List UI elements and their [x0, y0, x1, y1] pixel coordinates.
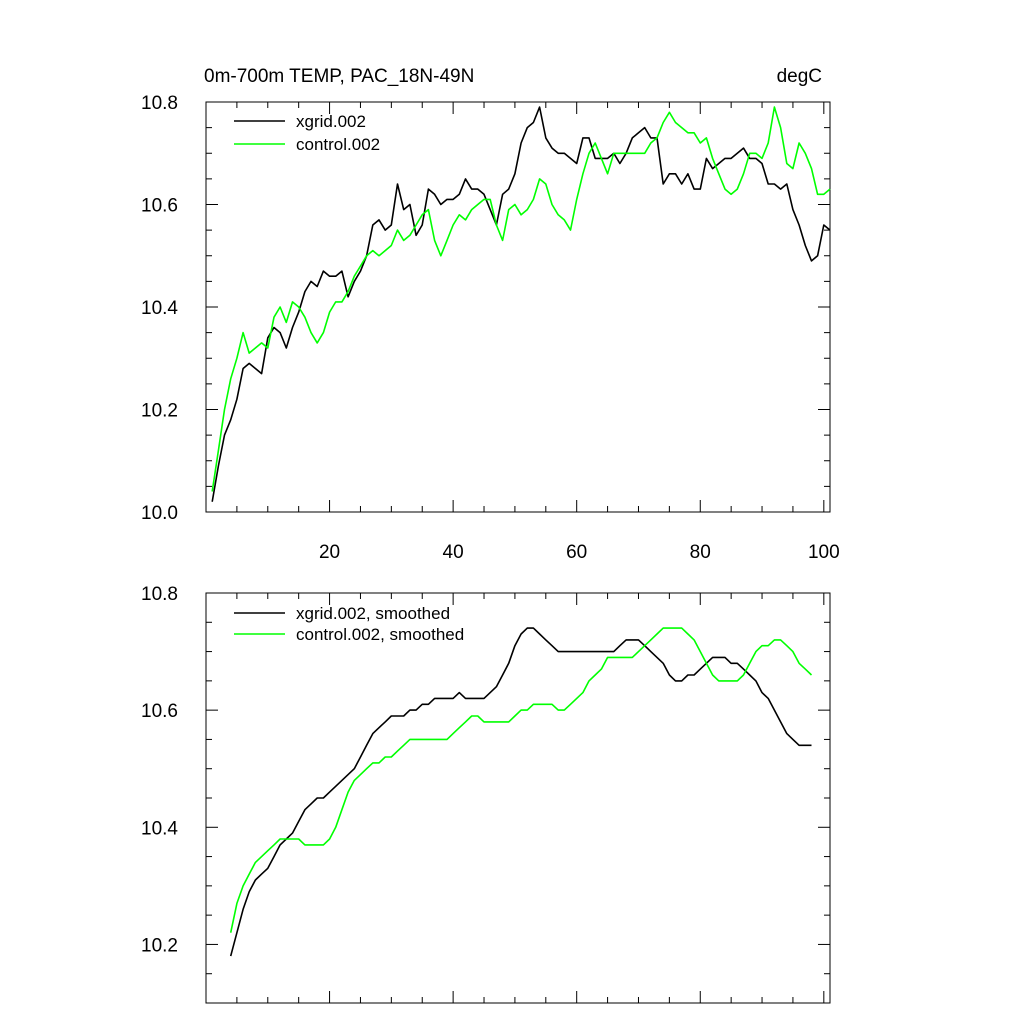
bottom-panel-legend: xgrid.002, smoothed control.002, smoothe…: [234, 604, 464, 644]
x-tick-label: 20: [319, 542, 340, 563]
y-tick-label: 10.4: [141, 298, 178, 319]
top-panel: 0m-700m TEMP, PAC_18N-49N degC 10.010.21…: [141, 66, 840, 563]
y-tick-label: 10.2: [141, 401, 178, 422]
top-panel-legend: xgrid.002 control.002: [234, 112, 380, 154]
legend-label-xgrid-smoothed: xgrid.002, smoothed: [296, 604, 450, 623]
legend-label-control: control.002: [296, 135, 380, 154]
x-tick-label: 60: [566, 542, 587, 563]
top-panel-title: 0m-700m TEMP, PAC_18N-49N: [204, 66, 474, 87]
legend-label-control-smoothed: control.002, smoothed: [296, 625, 464, 644]
y-tick-label: 10.4: [141, 818, 178, 839]
top-panel-lines: [211, 106, 831, 502]
y-tick-label: 10.8: [141, 93, 178, 114]
series-line-xgrid: [211, 106, 831, 502]
top-panel-ticks: 10.0 10.2 10.4 10.6 10.8 20 40 60 80 100: [141, 93, 840, 563]
y-tick-label: 10.6: [141, 196, 178, 217]
bottom-panel-frame: [205, 592, 831, 1004]
legend-label-xgrid: xgrid.002: [296, 112, 366, 131]
y-tick-label: 10.2: [141, 935, 178, 956]
series-line-control: [229, 627, 813, 933]
series-line-xgrid: [229, 627, 812, 957]
x-tick-label: 40: [443, 542, 464, 563]
y-tick-label: 10.6: [141, 701, 178, 722]
bottom-panel-lines: [229, 627, 813, 957]
bottom-panel-ticks: 10.2 10.4 10.6 10.8: [141, 584, 830, 1004]
series-line-control: [211, 106, 831, 492]
x-tick-label: 100: [808, 542, 840, 563]
x-tick-label: 80: [690, 542, 711, 563]
bottom-panel: 10.2 10.4 10.6 10.8 xgrid.002, smoothed con…: [141, 584, 831, 1004]
y-tick-label: 10.8: [141, 584, 178, 605]
top-panel-units: degC: [777, 66, 822, 87]
y-tick-label: 10.0: [141, 503, 178, 524]
